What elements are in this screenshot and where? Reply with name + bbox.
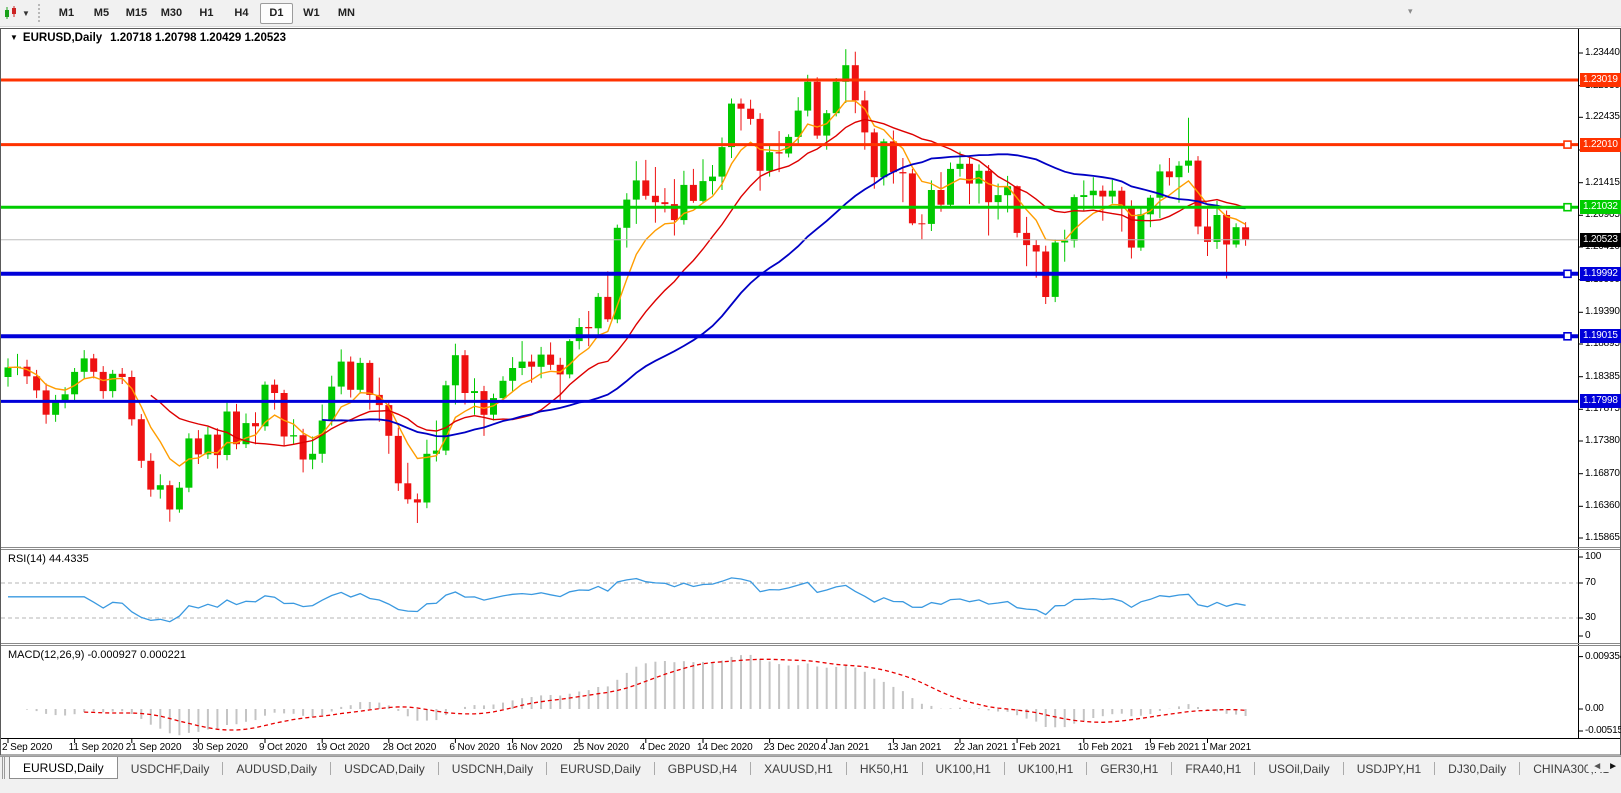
tab-separator — [845, 762, 847, 775]
timeframe-button-m1[interactable]: M1 — [58, 7, 75, 19]
chart-tab-audusd-daily[interactable]: AUDUSD,Daily — [236, 761, 318, 776]
chart-tab-usdjpy-h1[interactable]: USDJPY,H1 — [1356, 761, 1422, 776]
tab-separator — [653, 762, 655, 775]
timeframe-button-h1[interactable]: H1 — [199, 7, 214, 19]
tab-separator — [1086, 762, 1088, 775]
chart-tab-hk50-h1[interactable]: HK50,H1 — [859, 761, 909, 776]
chart-tab-ger30-h1[interactable]: GER30,H1 — [1100, 761, 1159, 776]
timeframe-button-m30[interactable]: M30 — [160, 7, 183, 19]
chart-tab-uk100-h1[interactable]: UK100,H1 — [1017, 761, 1074, 776]
tab-separator — [1342, 762, 1344, 775]
toolbar: ▼ M1 M5 M15 M30 H1 H4 D1 W1 MN ▾ — [0, 0, 1621, 27]
tab-separator — [1434, 762, 1436, 775]
chart-tab-eurusd-daily[interactable]: EURUSD,Daily — [9, 757, 118, 779]
timeframe-button-m15[interactable]: M15 — [125, 7, 148, 19]
macd-pane-layer — [26, 654, 1247, 736]
chart-tab-xauusd-h1[interactable]: XAUUSD,H1 — [764, 761, 833, 776]
timeframe-button-d1[interactable]: D1 — [259, 2, 293, 24]
chart-tab-gbpusd-h4[interactable]: GBPUSD,H4 — [667, 761, 738, 776]
tab-separator — [437, 762, 439, 775]
tab-scroll-arrows: ◄ ► — [1588, 761, 1618, 772]
tab-separator — [1171, 762, 1173, 775]
tab-scroll-right-icon[interactable]: ► — [1608, 761, 1618, 772]
timeframe-button-w1[interactable]: W1 — [303, 7, 320, 19]
tab-scroll-left-icon[interactable]: ◄ — [1592, 761, 1603, 772]
chart-tab-uk100-h1[interactable]: UK100,H1 — [935, 761, 991, 776]
tab-separator — [222, 762, 224, 775]
timeframe-button-m5[interactable]: M5 — [93, 7, 110, 19]
chart-tab-usoil-daily[interactable]: USOil,Daily — [1268, 761, 1330, 776]
main-pane-layer — [1, 49, 1578, 523]
timeframe-button-mn[interactable]: MN — [337, 7, 355, 19]
chart-tab-usdchf-daily[interactable]: USDCHF,Daily — [130, 761, 210, 776]
toolbar-overflow-icon[interactable]: ▾ — [1408, 6, 1413, 16]
chart-tab-bar: EURUSD,Daily USDCHF,Daily AUDUSD,Daily USDC… — [0, 756, 1621, 793]
tab-separator — [330, 762, 332, 775]
tab-separator — [1519, 762, 1521, 775]
chevron-down-icon: ▼ — [22, 8, 30, 18]
tab-separator — [1003, 762, 1005, 775]
tab-separator — [750, 762, 752, 775]
tab-bar-grip — [2, 757, 5, 779]
chart-tab-eurusd-daily[interactable]: EURUSD,Daily — [560, 761, 641, 776]
rsi-pane-layer — [1, 577, 1578, 623]
timeframe-button-h4[interactable]: H4 — [234, 7, 249, 19]
chart-tab-dj30-daily[interactable]: DJ30,Daily — [1448, 761, 1507, 776]
toolbar-grip — [37, 4, 42, 22]
chart-tab-fra40-h1[interactable]: FRA40,H1 — [1185, 761, 1242, 776]
chart-type-button[interactable]: ▼ — [3, 5, 30, 21]
tab-separator — [546, 762, 548, 775]
tab-separator — [1254, 762, 1256, 775]
chart-tab-usdcnh-daily[interactable]: USDCNH,Daily — [451, 761, 534, 776]
chart-tab-usdcad-daily[interactable]: USDCAD,Daily — [344, 761, 425, 776]
tab-separator — [921, 762, 923, 775]
candlestick-chart-icon — [5, 6, 16, 19]
